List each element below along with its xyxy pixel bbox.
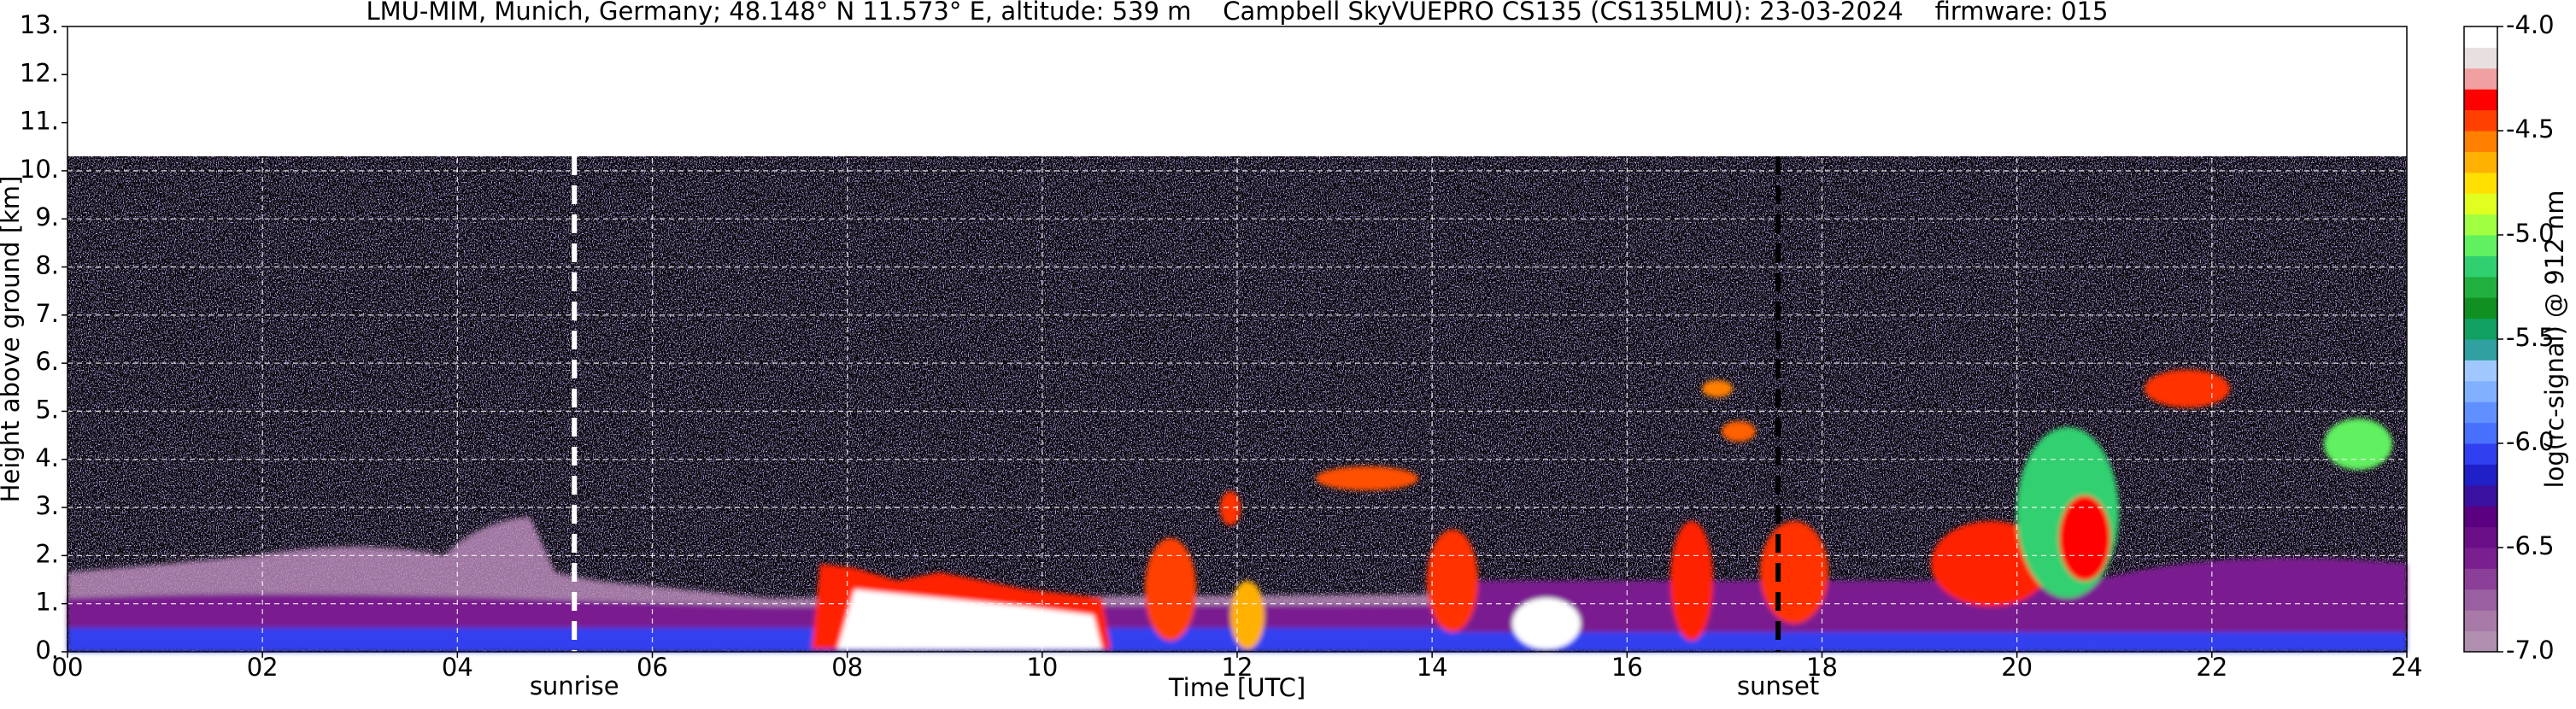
x-tick-label: 00 (52, 653, 84, 682)
y-tick-label: 10. (20, 155, 59, 184)
y-tick-label: 2. (35, 539, 59, 568)
y-tick-label: 6. (35, 347, 59, 376)
y-tick-label: 3. (35, 491, 59, 520)
colorbar-step (2464, 67, 2497, 90)
x-tick-label: 20 (2001, 653, 2033, 682)
x-tick-label: 22 (2196, 653, 2227, 682)
x-tick-label: 12 (1222, 653, 1253, 682)
colorbar-tick-label: -5.0 (2506, 219, 2555, 248)
x-tick-label: 24 (2391, 653, 2423, 682)
x-tick-label: 02 (247, 653, 279, 682)
y-tick-label: 0. (35, 636, 59, 665)
colorbar-tick-label: -7.0 (2506, 636, 2555, 665)
colorbar-step (2464, 47, 2497, 69)
x-tick-label: 14 (1417, 653, 1448, 682)
colorbar-step (2464, 548, 2497, 569)
colorbar-step (2464, 131, 2497, 152)
y-tick-label: 9. (35, 202, 59, 231)
colorbar-step (2464, 297, 2497, 319)
y-tick-label: 11. (20, 107, 59, 136)
colorbar-step (2464, 630, 2497, 653)
colorbar-tick-label: -4.0 (2506, 10, 2555, 39)
colorbar-label: log(rc-signal) @ 912 nm (2540, 190, 2569, 489)
x-tick-label: 08 (831, 653, 863, 682)
colorbar-step (2464, 568, 2497, 590)
colorbar-step (2464, 109, 2497, 132)
y-tick-label: 7. (35, 299, 59, 328)
y-tick-label: 12. (20, 58, 59, 87)
colorbar-step (2464, 484, 2497, 507)
colorbar-step (2464, 401, 2497, 424)
y-axis-label: Height above ground [km] (0, 176, 25, 503)
colorbar-step (2464, 339, 2497, 360)
colorbar-step (2464, 235, 2497, 256)
colorbar-tick-label: -6.0 (2506, 427, 2555, 456)
colorbar-tick-label: -5.5 (2506, 323, 2555, 352)
colorbar-tick-label: -4.5 (2506, 114, 2555, 144)
colorbar-step (2464, 276, 2497, 298)
x-tick-label: 04 (442, 653, 473, 682)
x-axis-label: Time [UTC] (1168, 673, 1306, 702)
x-tick-label: 10 (1026, 653, 1058, 682)
colorbar-step (2464, 151, 2497, 173)
y-tick-label: 13. (20, 10, 59, 39)
colorbar-step (2464, 89, 2497, 111)
y-tick-label: 5. (35, 395, 59, 424)
y-tick-label: 1. (35, 588, 59, 617)
x-tick-label: 16 (1611, 653, 1643, 682)
y-tick-label: 4. (35, 443, 59, 472)
colorbar-step (2464, 214, 2497, 236)
x-tick-label: 18 (1806, 653, 1838, 682)
event-label: sunrise (530, 671, 619, 700)
colorbar-step (2464, 172, 2497, 194)
y-tick-label: 8. (35, 251, 59, 280)
colorbar-step (2464, 526, 2497, 548)
colorbar-step (2464, 464, 2497, 486)
colorbar-step (2464, 589, 2497, 611)
chart-title: LMU-MIM, Munich, Germany; 48.148° N 11.5… (367, 0, 2109, 26)
colorbar-step (2464, 318, 2497, 340)
colorbar-step (2464, 610, 2497, 632)
colorbar-step (2464, 443, 2497, 465)
colorbar-tick-label: -6.5 (2506, 531, 2555, 560)
colorbar-step (2464, 506, 2497, 528)
colorbar-step (2464, 380, 2497, 402)
colorbar-step (2464, 422, 2497, 444)
x-tick-label: 06 (637, 653, 668, 682)
colorbar-step (2464, 255, 2497, 278)
colorbar-step (2464, 26, 2497, 48)
colorbar-step (2464, 193, 2497, 215)
colorbar-step (2464, 360, 2497, 382)
event-label: sunset (1737, 671, 1819, 700)
